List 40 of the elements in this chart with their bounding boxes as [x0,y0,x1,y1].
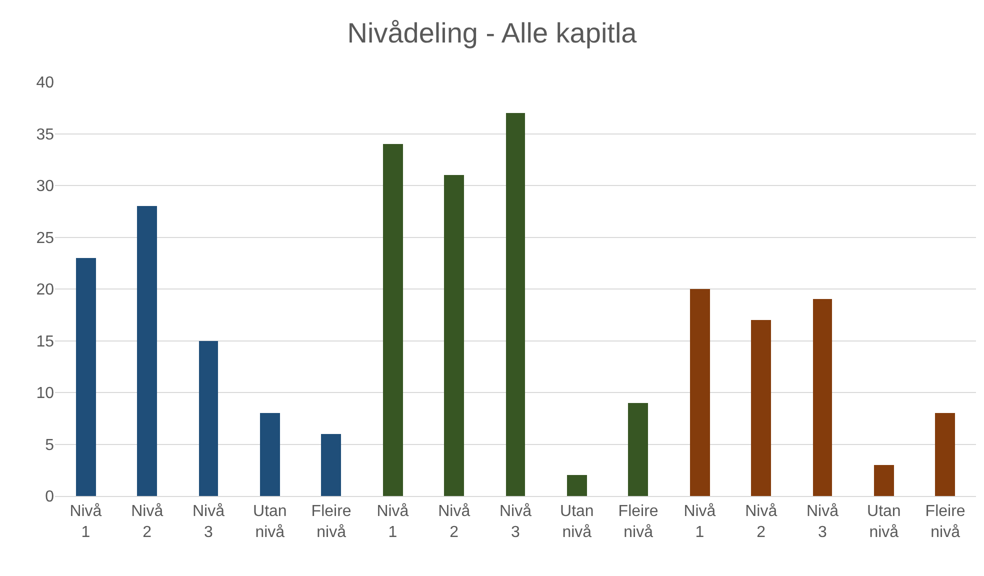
bar [260,413,280,496]
y-tick-label: 25 [36,230,54,247]
y-tick-label: 5 [45,436,54,454]
bar [567,475,587,496]
bar [628,403,648,496]
bar [874,465,894,496]
x-tick-label: Nivå 3 [499,503,532,541]
bar [137,206,157,496]
bar [321,434,341,496]
bar [76,258,96,496]
bar [199,341,218,496]
chart-title: Nivådeling - Alle kapitla [347,18,638,49]
x-tick-label: Nivå 2 [745,503,778,541]
x-tick-label: Fleire nivå [925,503,966,541]
bar [751,320,771,496]
x-tick-label: Nivå 1 [376,503,409,541]
y-tick-label: 30 [36,178,54,196]
bar [383,144,403,496]
x-tick-label: Fleire nivå [311,503,352,541]
bar [506,113,525,496]
bar [813,299,832,496]
x-tick-label: Fleire nivå [618,503,658,541]
x-tick-label: Nivå 3 [806,503,839,541]
x-tick-label: Nivå 3 [192,503,225,541]
x-tick-label: Nivå 1 [684,503,716,541]
y-tick-label: 10 [36,385,54,402]
y-tick-label: 40 [36,74,54,92]
x-tick-label: Utan nivå [253,503,287,541]
bar [935,413,955,496]
bar [444,175,464,496]
y-tick-label: 20 [36,282,54,299]
x-tick-label: Nivå 2 [131,503,164,541]
x-tick-label: Utan nivå [867,503,901,541]
x-tick-label: Utan nivå [560,503,594,541]
y-tick-label: 0 [45,488,54,506]
bar [690,289,710,496]
x-tick-label: Nivå 2 [438,503,470,541]
y-tick-label: 35 [36,126,54,144]
y-tick-label: 15 [36,333,54,350]
x-tick-label: Nivå 1 [70,503,102,541]
